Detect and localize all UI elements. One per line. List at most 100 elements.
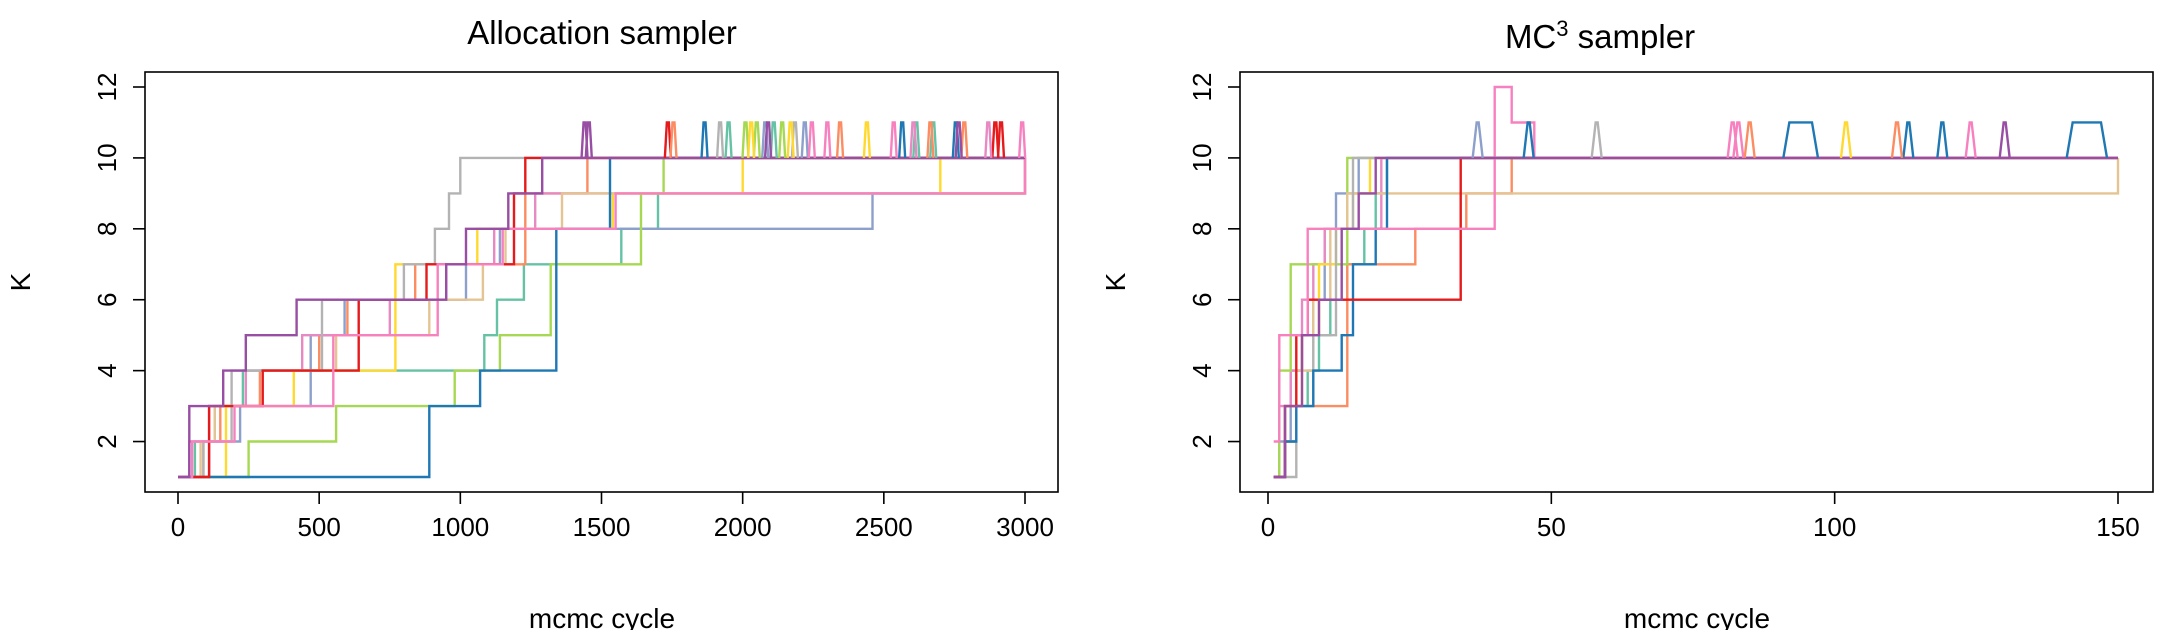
series-line-2 bbox=[1273, 156, 2118, 479]
x-tick-label: 3000 bbox=[996, 512, 1054, 542]
spike-mark bbox=[1732, 121, 1745, 159]
spike-mark bbox=[926, 121, 935, 158]
spike-mark bbox=[769, 121, 778, 158]
series-line-1 bbox=[1273, 156, 2118, 479]
series-line-8 bbox=[178, 156, 1025, 479]
y-tick-label: 2 bbox=[92, 434, 122, 448]
x-tick-label: 50 bbox=[1537, 512, 1566, 542]
spike-mark bbox=[991, 121, 1000, 158]
spike-mark bbox=[954, 121, 963, 158]
spike-mark bbox=[700, 121, 709, 158]
y-tick-label: 8 bbox=[1187, 222, 1217, 236]
spike-mark bbox=[807, 121, 817, 158]
spike-mark bbox=[715, 121, 725, 158]
x-tick-label: 0 bbox=[1261, 512, 1275, 542]
spike-mark bbox=[669, 121, 678, 158]
spike-mark bbox=[862, 121, 872, 158]
y-tick-label: 2 bbox=[1187, 434, 1217, 448]
spike-mark bbox=[1743, 121, 1756, 159]
spike-mark bbox=[897, 121, 907, 158]
allocation-sampler-panel: Allocation sampler 0 500 1000 1500 2000 2500 3… bbox=[5, 14, 1059, 630]
plateau-mark bbox=[1782, 121, 1820, 159]
spike-mark bbox=[752, 121, 761, 158]
series-line-9 bbox=[1273, 156, 2118, 479]
spike-mark bbox=[835, 121, 845, 158]
title-main: MC bbox=[1505, 18, 1556, 55]
spike-mark bbox=[663, 121, 673, 158]
chart-title-allocation: Allocation sampler bbox=[467, 14, 737, 51]
x-tick-label: 2000 bbox=[714, 512, 772, 542]
x-tick-label: 1000 bbox=[431, 512, 489, 542]
series-line-4 bbox=[178, 157, 1027, 479]
series-line-7 bbox=[178, 157, 1027, 479]
plateau-mark bbox=[2065, 121, 2109, 159]
y-tick-label: 10 bbox=[92, 143, 122, 172]
spike-mark bbox=[1590, 121, 1603, 159]
series-line-6 bbox=[1273, 156, 2118, 479]
spike-mark bbox=[1522, 121, 1535, 159]
spike-mark bbox=[746, 121, 756, 158]
spike-mark bbox=[1998, 121, 2011, 159]
x-tick-label: 0 bbox=[171, 512, 185, 542]
spike-mark bbox=[1839, 121, 1853, 159]
y-tick-label: 6 bbox=[1187, 292, 1217, 306]
spike-mark bbox=[1902, 121, 1915, 159]
y-axis-label: K bbox=[5, 272, 36, 291]
spike-mark bbox=[823, 121, 832, 158]
spike-mark bbox=[786, 121, 795, 158]
spike-mark bbox=[1936, 121, 1949, 159]
series-line-11 bbox=[178, 157, 1027, 479]
series-line-10 bbox=[1273, 156, 2118, 479]
x-axis-label: mcmc cycle bbox=[1624, 603, 1770, 630]
series-line-11 bbox=[1273, 85, 2118, 443]
y-tick-label: 8 bbox=[92, 222, 122, 236]
series-line-6 bbox=[178, 156, 1025, 479]
y-tick-label: 12 bbox=[1187, 73, 1217, 102]
spike-mark bbox=[960, 121, 969, 158]
spike-mark bbox=[584, 121, 593, 158]
plot-frame bbox=[144, 71, 1059, 493]
spike-mark bbox=[800, 121, 809, 158]
mc3-sampler-panel: MC3 sampler 0 50 100 150 2 4 6 8 10 12 mcmc cycle… bbox=[1100, 16, 2154, 630]
plot-frame bbox=[1239, 71, 2154, 493]
series-line-9 bbox=[178, 156, 1025, 479]
series-line-5 bbox=[178, 156, 1025, 479]
series-line-12 bbox=[1273, 156, 2118, 479]
chart-title-mc3: MC3 sampler bbox=[1505, 16, 1695, 55]
series-lines bbox=[1273, 85, 2120, 479]
spike-mark bbox=[1471, 121, 1484, 159]
x-tick-label: 1500 bbox=[573, 512, 631, 542]
y-axis-label: K bbox=[1100, 272, 1131, 291]
y-tick-label: 4 bbox=[1187, 363, 1217, 377]
series-line-1 bbox=[178, 157, 1027, 479]
y-tick-label: 10 bbox=[1187, 143, 1217, 172]
series-line-2 bbox=[178, 156, 1025, 479]
spike-mark bbox=[1890, 121, 1904, 159]
x-tick-label: 500 bbox=[297, 512, 340, 542]
spike-mark bbox=[889, 121, 898, 158]
y-tick-label: 12 bbox=[92, 73, 122, 102]
axes-ticks: 0 500 1000 1500 2000 2500 3000 2 4 6 8 10 12 bbox=[92, 73, 1054, 542]
series-line-7 bbox=[1273, 157, 2120, 479]
series-line-5 bbox=[1273, 156, 2118, 479]
spike-mark bbox=[763, 121, 773, 158]
y-tick-label: 6 bbox=[92, 292, 122, 306]
spike-mark bbox=[724, 121, 733, 158]
series-line-12 bbox=[178, 156, 1025, 479]
x-tick-label: 150 bbox=[2096, 512, 2139, 542]
series-line-4 bbox=[1273, 156, 2118, 479]
spike-mark bbox=[1017, 121, 1027, 158]
title-superscript: 3 bbox=[1556, 16, 1568, 41]
series-line-3 bbox=[1273, 156, 2118, 479]
x-tick-label: 2500 bbox=[855, 512, 913, 542]
spike-mark bbox=[1964, 121, 1977, 159]
series-line-10 bbox=[178, 156, 1025, 479]
spike-mark bbox=[777, 121, 787, 158]
title-suffix: sampler bbox=[1569, 18, 1696, 55]
spike-mark bbox=[984, 121, 993, 158]
x-axis-label: mcmc cycle bbox=[529, 603, 675, 630]
series-line-8 bbox=[1273, 156, 2118, 479]
spike-mark bbox=[909, 121, 918, 158]
y-tick-label: 4 bbox=[92, 363, 122, 377]
